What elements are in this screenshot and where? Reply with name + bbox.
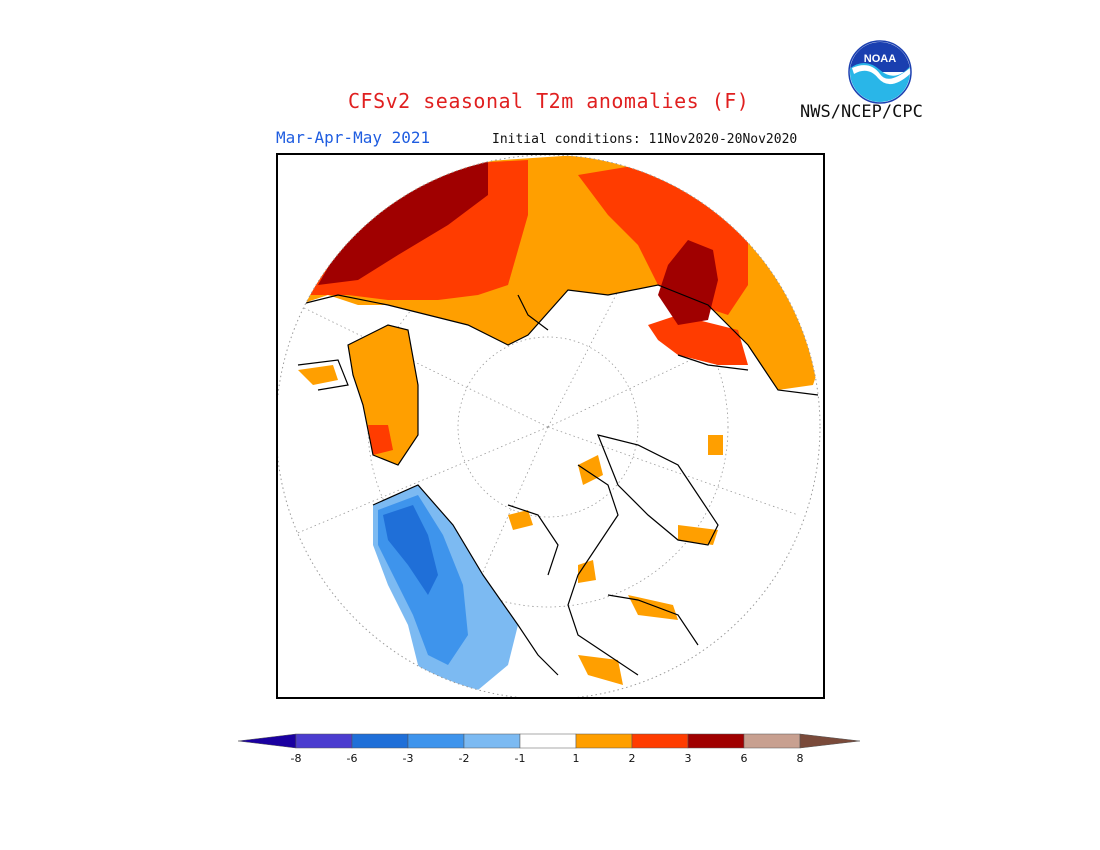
forecast-period: Mar-Apr-May 2021	[276, 128, 431, 147]
noaa-logo: NOAA	[848, 40, 912, 104]
legend-bin	[687, 733, 745, 749]
legend-tick: 2	[628, 752, 636, 765]
agency-label: NWS/NCEP/CPC	[800, 102, 923, 122]
legend-bin	[743, 733, 801, 749]
legend-bin-low-arrow	[238, 733, 297, 749]
legend-tick: -8	[290, 752, 302, 765]
legend-bin	[519, 733, 577, 749]
legend-tick: 6	[740, 752, 748, 765]
legend-tick: -3	[402, 752, 414, 765]
legend-bin	[351, 733, 409, 749]
legend-bin	[407, 733, 465, 749]
coastlines	[297, 284, 819, 676]
legend-tick: 1	[572, 752, 580, 765]
legend-bin-high-arrow	[799, 733, 860, 749]
map-frame	[276, 153, 825, 699]
legend-tick: 8	[796, 752, 804, 765]
legend-bin	[295, 733, 353, 749]
greenland-warm-region	[348, 325, 418, 465]
legend-tick: 3	[684, 752, 692, 765]
legend-bin	[575, 733, 633, 749]
asia-strong-warm-region	[318, 160, 488, 285]
legend-tick: -6	[346, 752, 358, 765]
color-legend	[238, 733, 860, 749]
legend-tick: -1	[514, 752, 526, 765]
legend-tick: -2	[458, 752, 470, 765]
initial-conditions: Initial conditions: 11Nov2020-20Nov2020	[492, 132, 798, 147]
legend-bin	[631, 733, 689, 749]
logo-text: NOAA	[864, 53, 896, 65]
polar-map	[278, 155, 821, 697]
chart-title: CFSv2 seasonal T2m anomalies (F)	[348, 89, 750, 113]
legend-bin	[463, 733, 521, 749]
